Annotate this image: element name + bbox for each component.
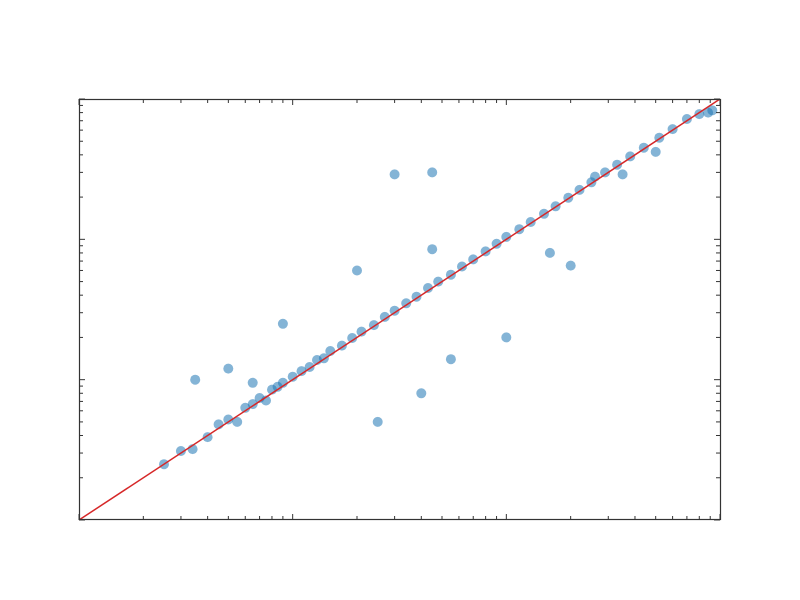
data-point <box>600 167 611 178</box>
data-point <box>223 414 234 425</box>
data-point <box>457 261 467 272</box>
data-point <box>247 377 258 388</box>
data-point <box>190 374 201 385</box>
data-point <box>389 305 400 316</box>
identity-reference-line <box>78 98 721 521</box>
data-point <box>352 265 362 276</box>
data-point <box>423 283 433 293</box>
data-point <box>379 311 390 322</box>
data-point <box>232 416 243 427</box>
data-point <box>617 169 628 180</box>
data-point <box>347 333 358 343</box>
plot-frame <box>78 98 722 521</box>
data-point <box>389 169 400 180</box>
data-point <box>565 260 576 271</box>
data-point <box>223 363 234 374</box>
data-point <box>707 105 718 116</box>
data-point <box>416 388 427 399</box>
data-point <box>287 371 298 382</box>
data-point <box>175 446 186 456</box>
data-point <box>501 332 512 343</box>
data-point <box>356 326 367 337</box>
data-point <box>612 159 623 170</box>
data-point <box>277 318 288 329</box>
data-point <box>296 366 307 377</box>
data-point <box>650 146 661 157</box>
data-point <box>401 298 412 309</box>
data-point <box>590 171 600 182</box>
data-point <box>445 354 456 365</box>
data-point <box>433 276 444 287</box>
data-point <box>491 238 502 249</box>
data-point <box>372 416 383 427</box>
data-point <box>544 247 555 258</box>
data-point <box>427 167 438 178</box>
data-point <box>501 231 512 242</box>
data-point <box>240 402 251 413</box>
data-point <box>247 399 258 410</box>
ticks-layer <box>78 98 721 521</box>
data-point <box>427 244 438 255</box>
